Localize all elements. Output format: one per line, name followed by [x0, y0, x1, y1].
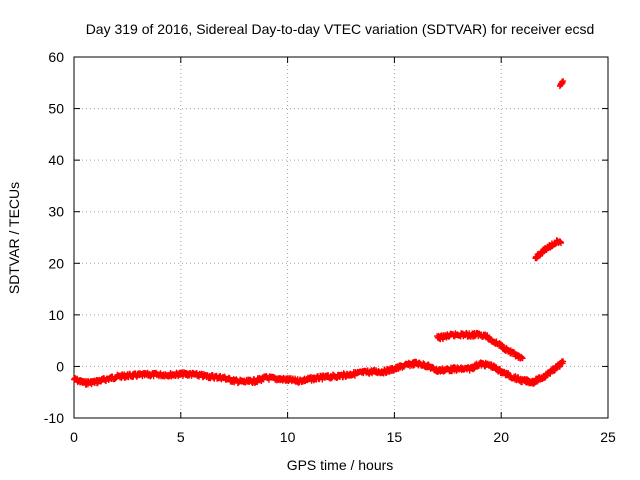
plot-frame — [73, 56, 609, 419]
series-2 — [532, 237, 564, 262]
y-tick-label: 60 — [48, 49, 64, 65]
y-tick-label: 50 — [48, 101, 64, 117]
y-tick-label: 30 — [48, 204, 64, 220]
series-1 — [434, 329, 526, 362]
y-tick-label: 0 — [56, 358, 64, 374]
axis-ticks: 0 5 10 15 20 25 -10 0 10 20 30 40 50 60 — [44, 49, 616, 445]
x-axis-label: GPS time / hours — [287, 457, 394, 473]
series-0 — [71, 358, 567, 388]
series-markers — [71, 358, 567, 388]
y-axis-label: SDTVAR / TECUs — [6, 182, 22, 294]
grid — [74, 57, 608, 418]
y-tick-label: 10 — [48, 307, 64, 323]
y-tick-label: -10 — [44, 410, 64, 426]
y-tick-label: 20 — [48, 255, 64, 271]
x-tick-label: 15 — [387, 429, 403, 445]
x-tick-label: 0 — [70, 429, 78, 445]
y-tick-label: 40 — [48, 152, 64, 168]
x-tick-label: 25 — [600, 429, 616, 445]
chart-title: Day 319 of 2016, Sidereal Day-to-day VTE… — [86, 21, 595, 37]
x-tick-label: 10 — [280, 429, 296, 445]
x-tick-label: 5 — [177, 429, 185, 445]
series-markers — [434, 329, 526, 362]
series-markers — [556, 78, 567, 90]
x-tick-label: 20 — [493, 429, 509, 445]
series-markers — [532, 237, 564, 262]
data-points — [71, 78, 567, 388]
series-3 — [556, 78, 567, 90]
